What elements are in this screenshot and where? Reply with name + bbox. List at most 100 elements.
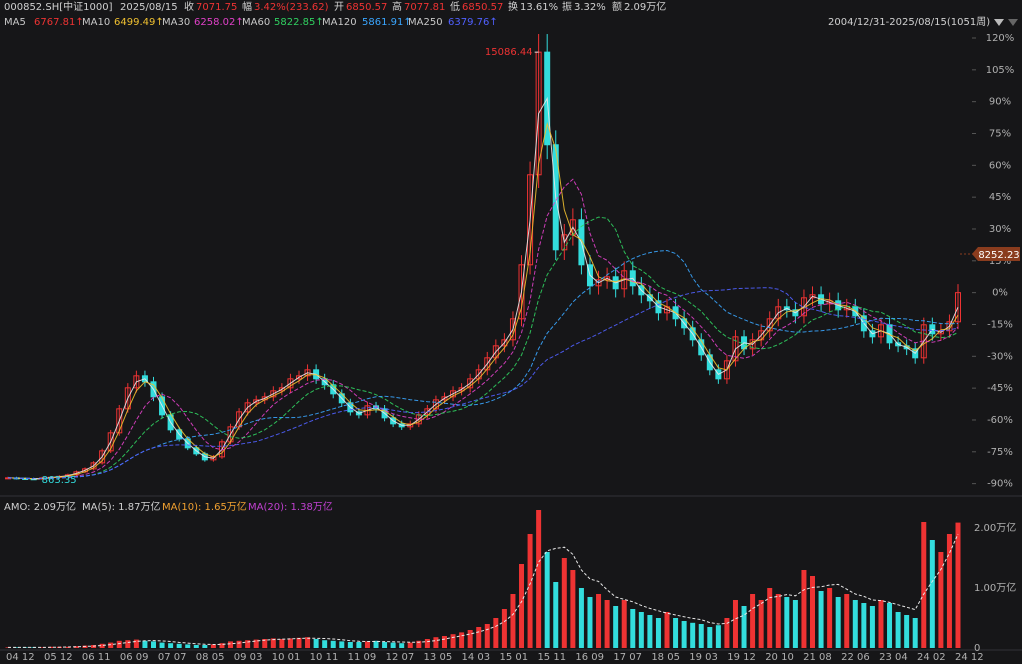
volume-bar	[690, 622, 696, 648]
x-tick-label: 18 05	[651, 652, 680, 663]
ma10-value: 6499.49↑	[114, 17, 164, 28]
volume-bar	[861, 603, 867, 648]
ma30-value: 6258.02↑	[194, 17, 244, 28]
volume-bar	[339, 641, 345, 648]
volume-bar	[655, 618, 661, 648]
volume-bar	[887, 603, 893, 648]
volume-bar	[467, 630, 473, 648]
x-tick-label: 15 11	[537, 652, 566, 663]
index-code: 000852.SH[中证1000]	[4, 2, 113, 13]
ma-line-ma250	[7, 287, 959, 480]
turnover-value: 13.61%	[520, 2, 559, 13]
ma250-label: MA250	[408, 17, 443, 28]
volume-bar	[322, 640, 328, 648]
open-value: 6850.57	[346, 2, 388, 13]
volume-bar	[775, 594, 781, 648]
high-value: 7077.81	[404, 2, 446, 13]
amo-ma10: MA(10): 1.65万亿	[162, 502, 247, 513]
x-tick-label: 08 05	[196, 652, 225, 663]
volume-bar	[287, 638, 293, 648]
volume-bar	[929, 540, 935, 648]
high-label: 高	[392, 2, 402, 13]
x-tick-label: 16 09	[575, 652, 604, 663]
ma5-value: 6767.81↑	[34, 17, 84, 28]
x-tick-label: 11 09	[348, 652, 377, 663]
ma30-label: MA30	[162, 17, 191, 28]
y-tick-label: -60%	[987, 415, 1013, 426]
y-tick-label: -45%	[987, 383, 1013, 394]
volume-bar	[356, 642, 362, 648]
volume-bar	[185, 644, 191, 648]
volume-bar	[390, 642, 396, 648]
volume-bar	[904, 615, 910, 648]
ma-line-ma120	[7, 249, 959, 480]
x-tick-label: 22 06	[841, 652, 870, 663]
date-range: 2004/12/31-2025/08/15(1051周)	[828, 17, 991, 28]
volume-bar	[715, 625, 721, 648]
y-tick-label: -15%	[987, 319, 1013, 330]
candle-body	[946, 321, 953, 332]
quote-date: 2025/08/15	[120, 2, 178, 13]
dropdown-icon[interactable]	[994, 19, 1004, 26]
candle-body	[723, 360, 730, 380]
volume-bar	[792, 600, 798, 648]
volume-bar	[587, 597, 593, 648]
volume-bar	[228, 641, 234, 648]
y-tick-label: 15%	[989, 256, 1011, 267]
candle-body	[116, 408, 123, 434]
candle-body	[561, 234, 568, 251]
x-tick-label: 06 11	[82, 652, 111, 663]
volume-bar	[382, 642, 388, 648]
volume-bar	[450, 634, 456, 648]
candle-body	[253, 399, 260, 404]
volume-bar	[527, 534, 533, 648]
volume-bar	[707, 627, 713, 648]
close-value: 7071.75	[196, 2, 238, 13]
ma-line-ma10	[7, 122, 959, 480]
volume-bar	[912, 618, 918, 648]
volume-bar	[553, 582, 559, 648]
low-label: 低	[450, 2, 460, 13]
candle-body	[484, 357, 491, 371]
candle-body	[244, 402, 251, 413]
volume-bar	[673, 618, 679, 648]
candle-body	[107, 432, 114, 452]
volume-bar	[844, 594, 850, 648]
y-tick-label: -75%	[987, 447, 1013, 458]
x-tick-label: 19 12	[727, 652, 756, 663]
candle-body	[458, 387, 465, 392]
x-tick-label: 21 08	[803, 652, 832, 663]
volume-bar	[878, 600, 884, 648]
dropdown-secondary-icon[interactable]	[1008, 19, 1018, 26]
volume-y-tick: 0	[974, 643, 980, 654]
x-tick-label: 14 03	[462, 652, 491, 663]
volume-bar	[245, 640, 251, 648]
volume-bar	[99, 643, 105, 648]
ma5-label: MA5	[4, 17, 26, 28]
x-tick-label: 10 11	[310, 652, 339, 663]
candle-body	[766, 318, 773, 332]
volume-bar	[116, 640, 122, 648]
volume-bar	[176, 643, 182, 648]
x-tick-label: 07 07	[158, 652, 187, 663]
volume-bar	[305, 637, 311, 648]
x-tick-label: 13 05	[424, 652, 453, 663]
volume-bar	[621, 600, 627, 648]
candle-body	[732, 336, 739, 362]
ma-line-ma5	[7, 96, 959, 480]
volume-bar	[810, 576, 816, 648]
volume-bar	[741, 606, 747, 648]
ma-legend: MA5 6767.81↑ MA10 6499.49↑ MA30 6258.02↑…	[0, 15, 1022, 31]
volume-bar	[202, 645, 208, 648]
volume-bar	[519, 564, 525, 648]
volume-bar	[946, 534, 952, 648]
volume-bar	[150, 641, 156, 648]
x-tick-label: 15 01	[499, 652, 528, 663]
y-tick-label: -30%	[987, 351, 1013, 362]
x-tick-label: 10 01	[272, 652, 301, 663]
volume-bar	[168, 643, 174, 648]
volume-bar	[613, 606, 619, 648]
volume-bar	[347, 642, 353, 648]
candle-body	[604, 276, 611, 281]
